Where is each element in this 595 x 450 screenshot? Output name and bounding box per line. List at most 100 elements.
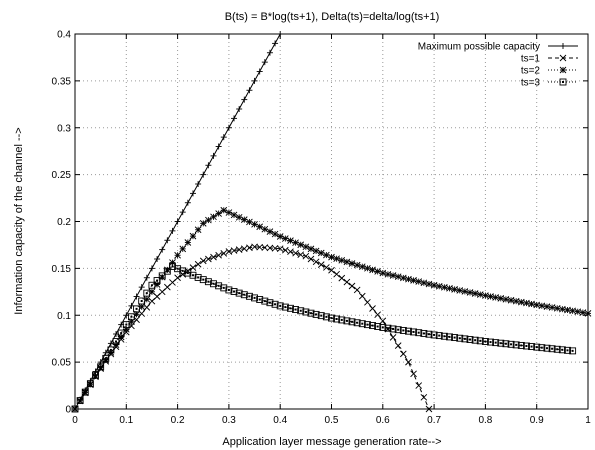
data-point-box [312,310,320,318]
data-point [471,290,479,297]
data-point-box [543,344,551,352]
data-point-dot [253,296,256,299]
x-tick-label: 0.7 [427,415,441,426]
data-point-box [158,272,166,280]
data-point [215,282,223,290]
data-point [138,297,146,305]
data-point [466,336,474,343]
data-point-box [133,305,141,313]
data-point [292,249,299,257]
y-tick-label: 0 [65,405,71,416]
data-point [276,245,284,253]
data-point-dot [361,322,364,325]
data-point-stroke [394,273,402,281]
legend-label: ts=2 [521,66,541,77]
data-point [379,323,387,331]
data-point-box [86,380,94,388]
data-point [246,87,253,94]
data-point-stroke [441,283,448,291]
data-point-stroke [451,286,458,293]
data-point-stroke [215,251,222,259]
data-point-box [235,289,243,297]
y-tick-label: 0.1 [57,311,71,322]
data-point [251,243,258,251]
data-point-box [302,308,310,316]
data-point-dot [422,332,425,335]
data-point [169,263,176,270]
data-point-box [399,326,407,334]
data-point [374,311,381,319]
data-point-dot [115,340,118,343]
data-point [410,277,417,284]
data-point-box [487,338,494,346]
data-point-dot [99,365,102,368]
data-point-dot [238,292,241,295]
data-point [400,274,407,282]
data-point-stroke [343,278,351,286]
data-point-stroke [425,280,433,288]
data-point [338,256,346,264]
data-point [164,237,171,244]
data-point-stroke [358,292,366,300]
data-point-dot [566,349,569,352]
data-point-dot [345,319,348,322]
data-point [236,106,243,112]
data-point [415,329,423,337]
data-point [348,282,356,290]
data-point-box [558,346,566,354]
data-point [564,346,571,354]
data-point [231,115,238,122]
data-point [420,393,428,401]
data-point [430,281,438,289]
data-point-dot [156,279,159,282]
data-point [523,299,530,307]
data-point-stroke [435,282,443,290]
data-point-stroke [384,270,392,278]
data-point-dot [248,295,251,298]
data-point [256,223,263,231]
data-point-stroke [312,247,320,255]
data-point [317,249,325,257]
data-point [184,269,192,277]
data-point-box [502,340,510,348]
data-point [328,266,335,274]
data-point [174,251,181,259]
series-2 [71,206,592,413]
data-point-box [328,314,335,322]
data-point [159,246,166,253]
data-point [194,226,202,234]
data-point-dot [197,276,200,279]
data-point [205,162,212,169]
data-point-stroke [348,260,356,267]
data-point-stroke [302,252,310,260]
data-point [384,324,392,332]
legend-marker [559,54,567,62]
data-point-stroke [415,382,423,389]
data-point-stroke [287,237,294,244]
x-tick-label: 0.4 [273,415,287,426]
data-point-stroke [364,298,371,306]
data-point-dot [207,280,210,283]
data-point [240,245,248,253]
data-point-stroke [430,281,438,289]
data-point-dot [109,348,112,351]
data-point-box [199,276,207,284]
legend-label: ts=1 [521,54,541,65]
data-point [528,343,536,351]
data-point-box [405,327,412,335]
data-point-stroke [297,241,305,249]
data-point [220,284,228,292]
data-point-dot [320,314,323,317]
data-point-stroke [246,218,253,226]
data-point [389,334,397,341]
data-point-box [440,332,448,340]
data-point-stroke [400,274,407,282]
data-point-box [369,322,376,330]
data-point-stroke [333,255,340,263]
data-point-box [174,265,182,273]
data-point [163,267,171,275]
data-point-box [245,292,253,300]
data-point [507,340,515,348]
data-point-stroke [266,244,274,252]
data-point-box [481,338,489,345]
